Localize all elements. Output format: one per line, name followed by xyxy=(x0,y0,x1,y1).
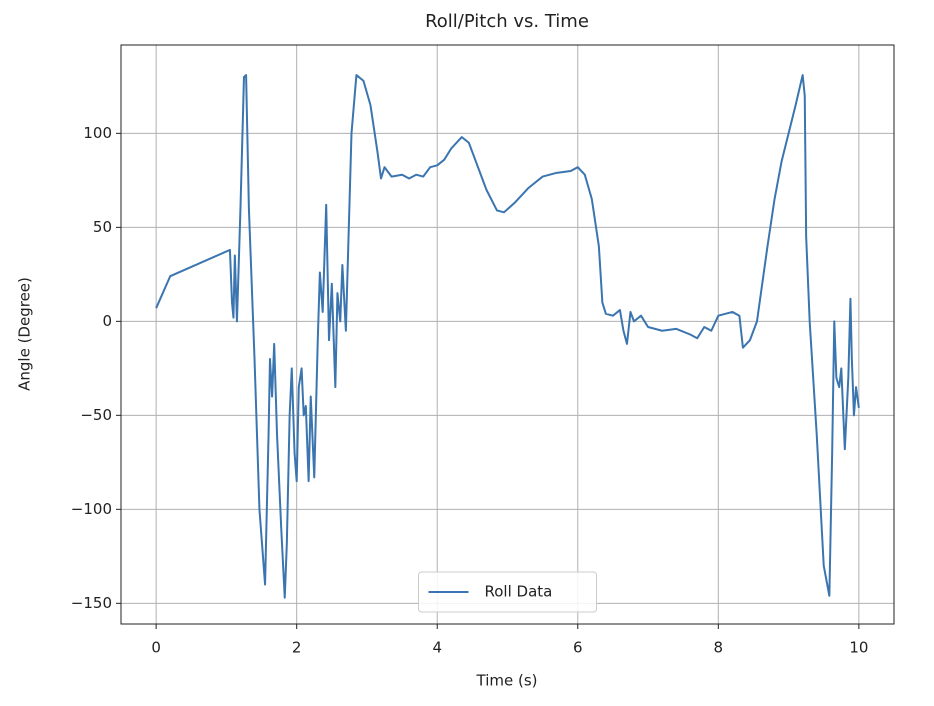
legend-label: Roll Data xyxy=(485,583,553,601)
y-tick-label: −100 xyxy=(71,500,112,518)
y-tick-label: −150 xyxy=(71,594,112,612)
legend-box xyxy=(418,571,597,613)
x-tick-label: 8 xyxy=(714,639,724,657)
x-tick-label: 4 xyxy=(432,639,442,657)
x-axis-label: Time (s) xyxy=(476,672,538,690)
x-tick-label: 2 xyxy=(292,639,302,657)
x-tick-label: 6 xyxy=(573,639,583,657)
x-tick-label: 0 xyxy=(151,639,161,657)
y-axis-label: Angle (Degree) xyxy=(16,277,34,391)
axes-frame xyxy=(120,44,895,625)
y-tick-label: 0 xyxy=(102,312,112,330)
y-tick-label: 50 xyxy=(93,218,112,236)
y-tick-label: 100 xyxy=(83,124,112,142)
x-tick-label: 10 xyxy=(849,639,868,657)
chart-title: Roll/Pitch vs. Time xyxy=(425,11,589,32)
y-tick-label: −50 xyxy=(80,406,112,424)
data-line xyxy=(155,74,860,599)
